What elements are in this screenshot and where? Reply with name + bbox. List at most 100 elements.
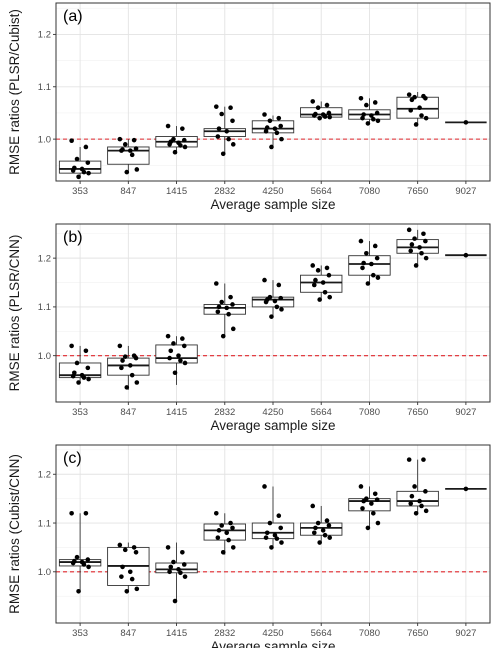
data-point [364, 250, 369, 256]
box-body [348, 255, 391, 276]
data-point [361, 498, 366, 504]
data-point [371, 272, 376, 278]
data-point [226, 136, 231, 142]
data-point [230, 326, 236, 332]
data-point [423, 115, 429, 121]
data-point [369, 113, 374, 118]
x-tick-label: 353 [72, 628, 88, 639]
data-point [70, 168, 76, 173]
data-point [311, 113, 317, 118]
data-point [315, 268, 321, 273]
x-axis-title: Average sample size [210, 639, 335, 648]
box-body [396, 490, 439, 507]
data-point [117, 343, 123, 349]
data-point [360, 265, 365, 271]
data-point [172, 370, 178, 376]
data-point [182, 144, 188, 150]
data-point [423, 489, 428, 494]
y-axis-title: RMSE ratios (Cubist/CNN) [7, 454, 22, 614]
x-tick-label: 847 [120, 628, 136, 639]
data-point [311, 530, 317, 536]
data-point [371, 510, 376, 516]
panel-label: (b) [63, 229, 83, 246]
data-point [365, 121, 371, 126]
data-point [374, 255, 380, 261]
data-point [421, 457, 426, 462]
data-point [365, 525, 371, 531]
x-tick-label: 9027 [455, 628, 476, 639]
data-point [311, 282, 317, 288]
data-point [133, 146, 139, 151]
data-point [182, 360, 188, 366]
x-tick-label: 1415 [166, 628, 187, 639]
data-point [279, 540, 284, 545]
y-tick-label: 1.2 [38, 470, 51, 481]
data-point [180, 549, 185, 555]
data-point [219, 523, 224, 528]
data-point [230, 525, 235, 531]
data-point [358, 238, 364, 244]
box-body [155, 562, 198, 574]
data-point [216, 304, 222, 310]
x-tick-label: 847 [120, 407, 136, 418]
data-point [276, 513, 282, 519]
data-point [322, 289, 328, 295]
data-point [134, 380, 140, 385]
box-body [203, 128, 246, 137]
data-point [322, 532, 328, 538]
data-point [176, 353, 181, 358]
data-point [220, 333, 226, 339]
data-point [408, 108, 414, 113]
data-point [317, 540, 322, 545]
data-point [423, 255, 429, 261]
data-point [406, 457, 412, 462]
data-point [74, 554, 80, 560]
data-point [313, 525, 318, 531]
data-point [76, 174, 81, 180]
data-point [171, 341, 176, 346]
data-point [263, 128, 269, 134]
data-point [413, 122, 419, 127]
data-point [74, 156, 80, 162]
data-point [181, 137, 187, 143]
data-point [127, 363, 133, 368]
data-point [463, 252, 469, 258]
box-2832 [203, 106, 246, 154]
data-point [129, 152, 135, 158]
data-point [412, 236, 417, 241]
data-point [127, 148, 133, 153]
data-point [315, 105, 321, 111]
data-point [423, 238, 428, 244]
data-point [360, 506, 365, 511]
data-point [310, 263, 316, 268]
data-point [124, 385, 130, 390]
data-point [178, 570, 183, 576]
data-point [176, 567, 181, 572]
data-point [81, 375, 87, 380]
y-axis-title: RMSE ratios (PLSR/CNN) [7, 235, 22, 392]
box-body [58, 362, 102, 379]
data-point [279, 307, 284, 312]
data-point [122, 354, 128, 359]
data-point [423, 95, 428, 101]
data-point [215, 134, 221, 139]
data-point [423, 508, 429, 514]
data-point [86, 376, 91, 382]
y-tick-label: 1.1 [38, 518, 51, 529]
x-tick-label: 7650 [407, 186, 428, 197]
data-point [124, 169, 130, 175]
data-point [326, 523, 332, 528]
data-point [278, 295, 284, 301]
y-tick-label: 1.0 [38, 351, 51, 362]
data-point [224, 530, 230, 536]
x-tick-label: 4250 [262, 186, 283, 197]
data-point [219, 111, 224, 117]
data-point [69, 343, 74, 349]
data-point [372, 100, 378, 105]
data-point [69, 510, 74, 516]
data-point [129, 372, 135, 378]
data-point [85, 160, 91, 165]
data-point [272, 532, 278, 538]
x-tick-label: 9027 [455, 407, 476, 418]
data-point [83, 348, 89, 354]
